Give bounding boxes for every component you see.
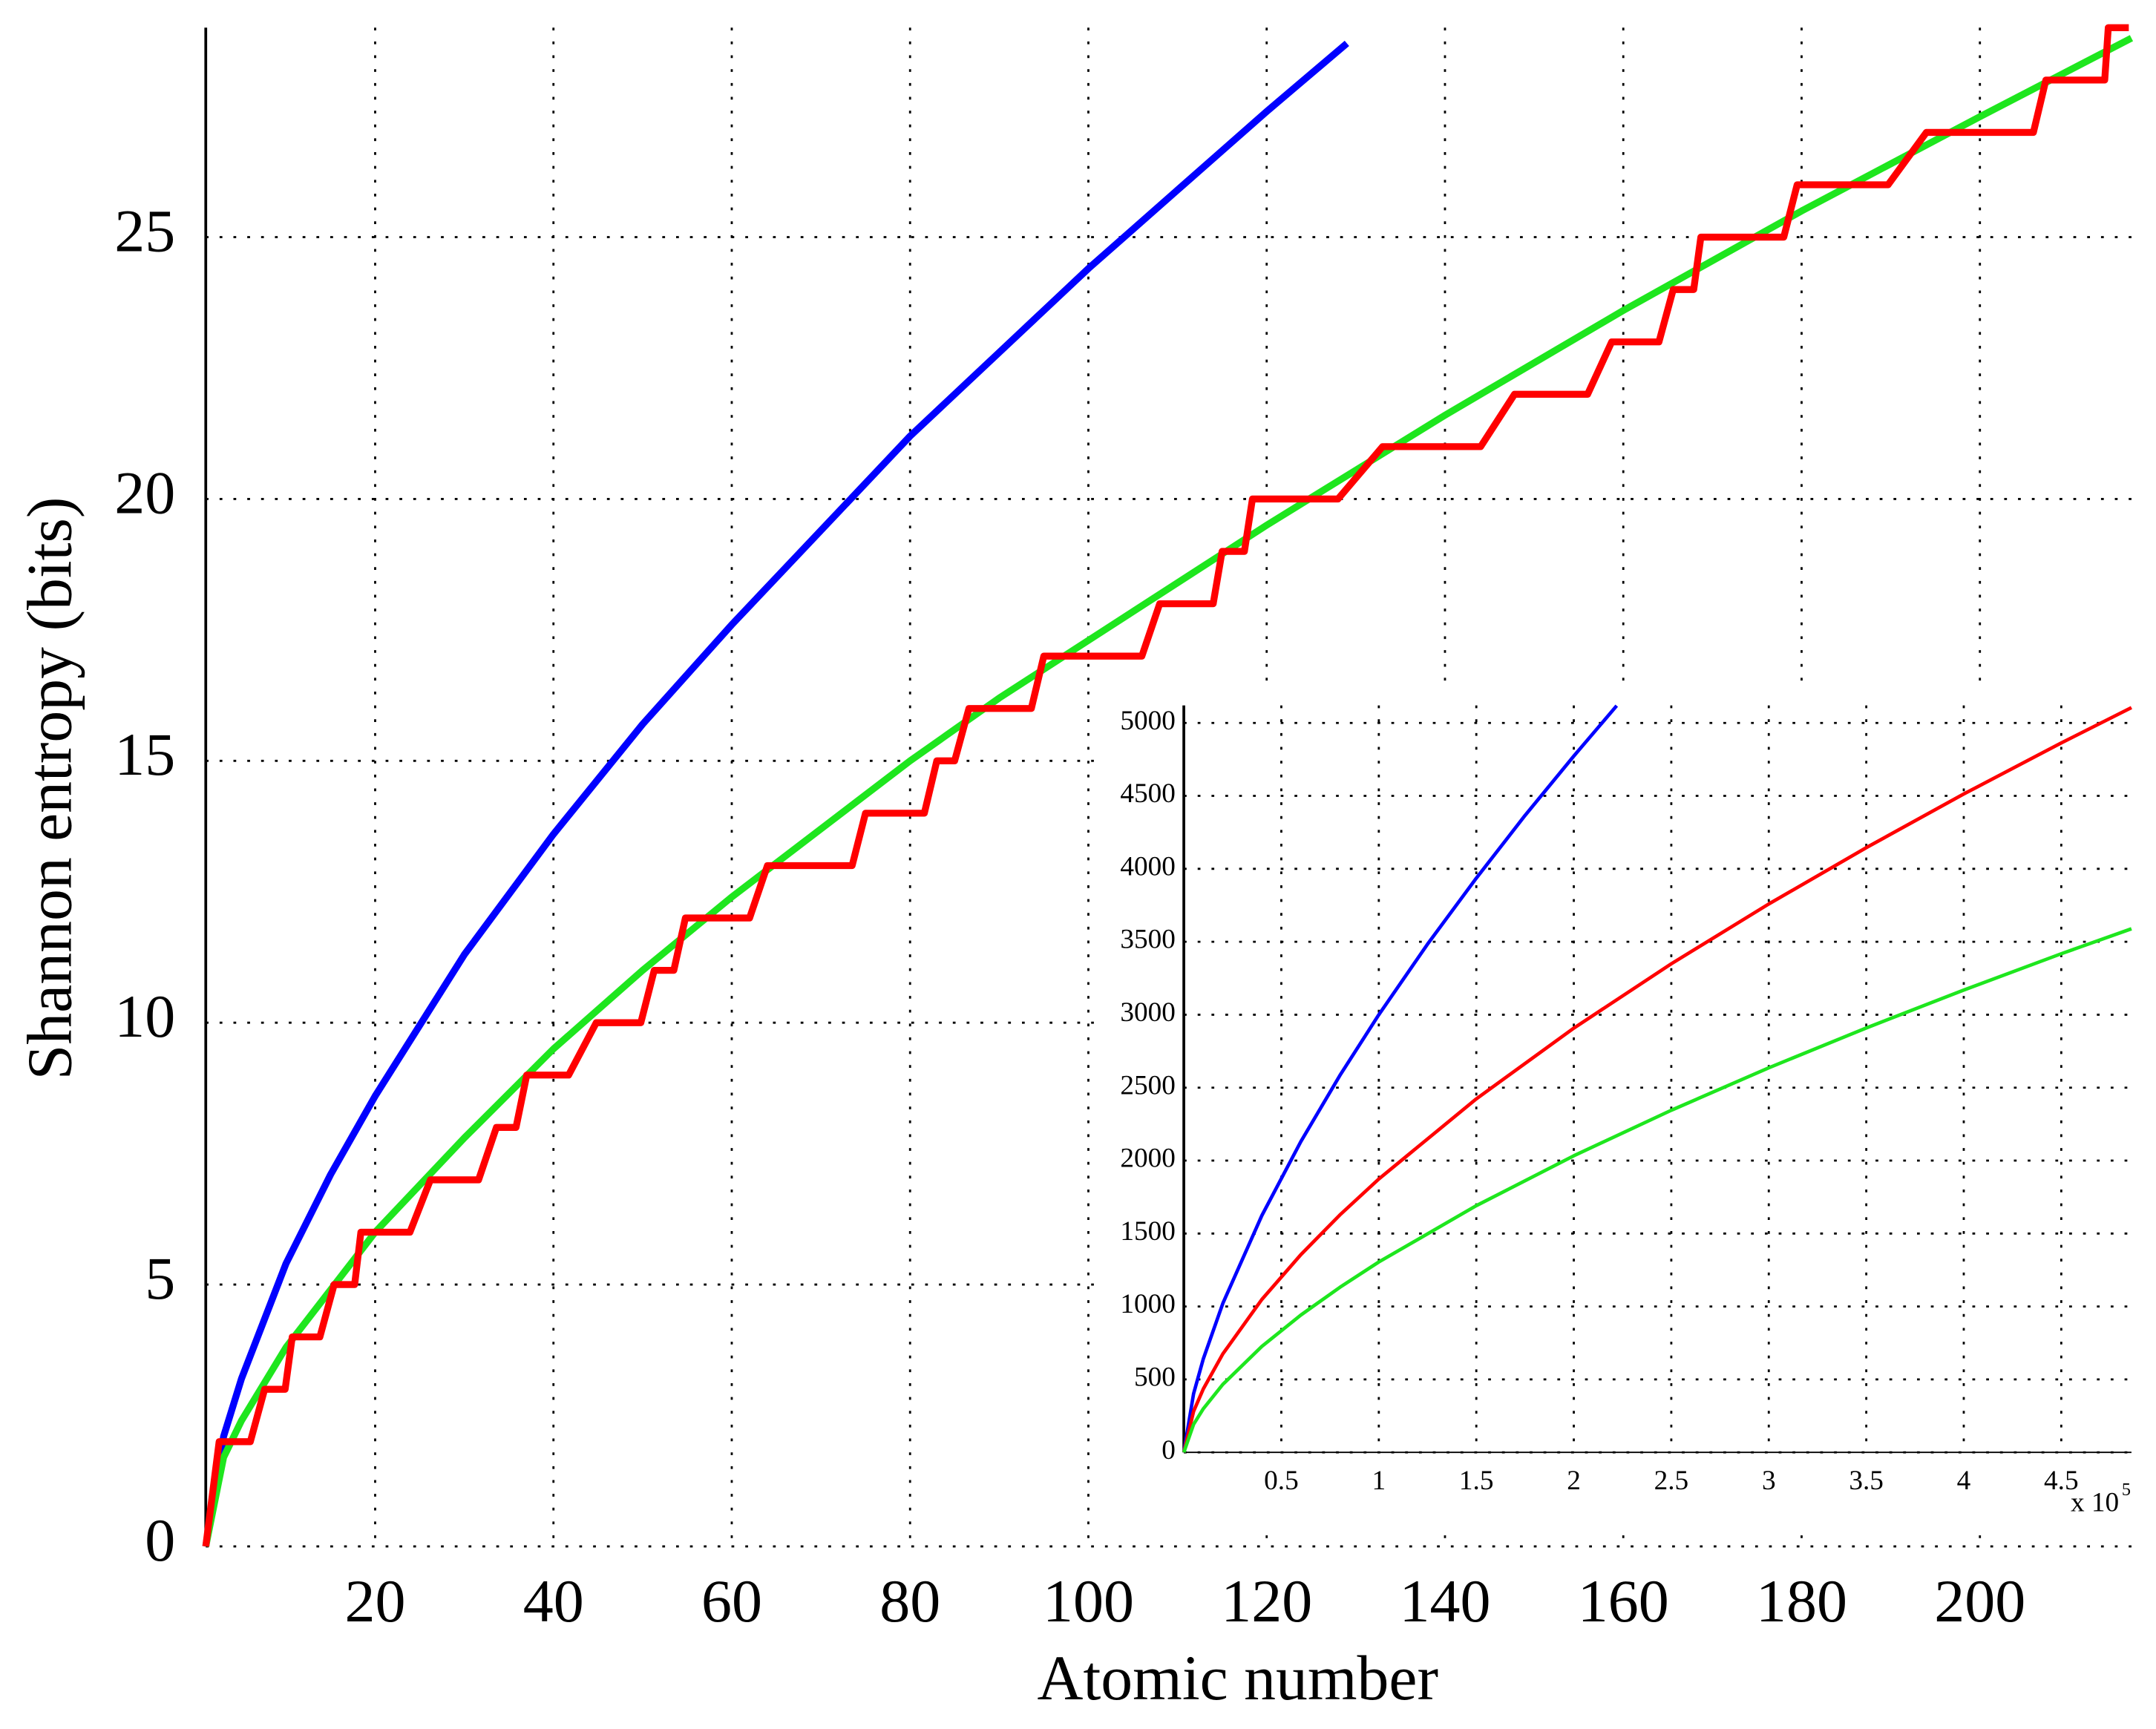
y-tick-label: 10 (114, 982, 175, 1050)
y-tick-label: 3000 (1120, 997, 1176, 1028)
y-tick-label: 0 (145, 1506, 175, 1574)
x-tick-label: 2 (1567, 1466, 1581, 1496)
y-tick-label: 5000 (1120, 706, 1176, 736)
y-tick-label: 5 (145, 1244, 175, 1312)
series-line (1182, 927, 2132, 1453)
y-tick-label: 500 (1134, 1362, 1176, 1392)
y-tick-label: 2500 (1120, 1070, 1176, 1100)
y-tick-label: 15 (114, 721, 175, 788)
x-tick-label: 1.5 (1459, 1466, 1494, 1496)
series-line (1182, 706, 2132, 1453)
x-tick-label: 4.5 (2044, 1466, 2079, 1496)
x-axis-label: Atomic number (1038, 1643, 1439, 1713)
x-tick-label: 120 (1221, 1567, 1312, 1635)
y-tick-label: 25 (114, 197, 175, 264)
y-tick-label: 4500 (1120, 778, 1176, 809)
y-tick-label: 3500 (1120, 925, 1176, 955)
x-tick-label: 160 (1578, 1567, 1669, 1635)
x-tick-label: 40 (523, 1567, 584, 1635)
series-line (1182, 704, 1619, 1453)
series-line (202, 24, 2129, 1547)
x-multiplier: x 10 (2071, 1488, 2119, 1518)
x-multiplier-exponent: 5 (2122, 1480, 2131, 1500)
y-tick-label: 1500 (1120, 1216, 1176, 1247)
x-tick-label: 1 (1372, 1466, 1386, 1496)
y-tick-label: 1000 (1120, 1289, 1176, 1319)
x-tick-label: 60 (701, 1567, 762, 1635)
y-tick-label: 20 (114, 459, 175, 526)
x-tick-label: 3.5 (1849, 1466, 1884, 1496)
y-axis-label: Shannon entropy (bits) (15, 497, 85, 1080)
x-tick-label: 100 (1043, 1567, 1134, 1635)
y-tick-label: 4000 (1120, 851, 1176, 882)
x-tick-label: 4 (1957, 1466, 1971, 1496)
x-tick-label: 2.5 (1654, 1466, 1689, 1496)
x-tick-label: 0.5 (1264, 1466, 1299, 1496)
x-tick-label: 3 (1762, 1466, 1776, 1496)
series-line (202, 35, 2134, 1547)
y-tick-label: 0 (1161, 1435, 1176, 1466)
y-tick-label: 2000 (1120, 1144, 1176, 1174)
x-tick-label: 140 (1399, 1567, 1490, 1635)
series-line (202, 40, 1349, 1547)
x-tick-label: 180 (1756, 1567, 1847, 1635)
x-tick-label: 80 (879, 1567, 940, 1635)
x-tick-label: 20 (344, 1567, 405, 1635)
inset-background (1093, 689, 2155, 1536)
x-tick-label: 200 (1934, 1567, 2025, 1635)
